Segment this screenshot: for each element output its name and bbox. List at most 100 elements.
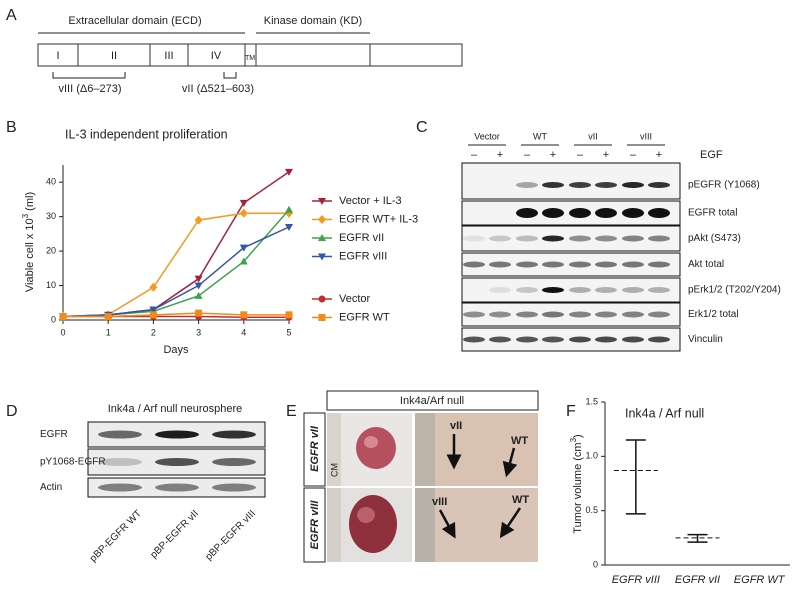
band (516, 182, 538, 188)
deletion-bracket (52, 72, 126, 79)
band (595, 182, 617, 188)
band (569, 208, 591, 218)
receptor-box (37, 43, 463, 67)
band (212, 430, 256, 439)
band (595, 311, 617, 318)
panel-label: E (286, 403, 297, 420)
mouse-photo (415, 413, 538, 486)
sample-label: pBP-EGFR vII (148, 508, 201, 561)
y-tick-label: 0 (593, 559, 598, 569)
photo-annotation: vIII (432, 496, 447, 508)
band (542, 182, 564, 188)
band (516, 208, 538, 218)
ruler-unit: CM (329, 463, 339, 477)
x-tick-label: EGFR vIII (612, 574, 660, 586)
band (155, 458, 199, 466)
ruler (327, 413, 341, 486)
blot-strip (461, 162, 681, 200)
domain-label: II (111, 50, 117, 62)
treatment-label: + (550, 149, 556, 161)
band (489, 336, 511, 343)
band (542, 311, 564, 318)
band (542, 261, 564, 268)
marker (104, 313, 112, 321)
marker (318, 295, 326, 303)
treatment-label: – (577, 149, 584, 161)
marker (318, 198, 326, 205)
domain-dividers (77, 44, 371, 66)
tm-label: TM (245, 55, 255, 62)
y-tick-label: 40 (46, 177, 56, 187)
ruler (327, 488, 341, 562)
row-label: pErk1/2 (T202/Y204) (688, 285, 781, 296)
band (155, 483, 199, 492)
panel-label: C (416, 119, 428, 136)
legend-label: EGFR WT+ IL-3 (339, 213, 418, 225)
tumor (349, 495, 397, 553)
row-label: Erk1/2 total (688, 309, 739, 320)
chart-title: IL-3 independent proliferation (65, 127, 228, 141)
band (463, 235, 485, 242)
arrow (438, 509, 456, 539)
band (648, 287, 670, 293)
sample-label: pBP-EGFR vIII (203, 508, 258, 563)
band (648, 235, 670, 242)
marker (239, 208, 248, 218)
marker (59, 313, 67, 321)
treatment-label: + (497, 149, 503, 161)
marker (195, 309, 203, 317)
photo-annotation: WT (511, 435, 528, 447)
x-tick-label: 2 (151, 327, 156, 337)
marker (285, 168, 293, 176)
band (622, 336, 644, 343)
panel-label: F (566, 403, 576, 420)
band (516, 336, 538, 343)
xenograft-title: Ink4a/Arf null (400, 395, 464, 407)
condition-label: Vector (474, 131, 500, 141)
band (489, 235, 511, 242)
band (595, 235, 617, 242)
marker (149, 282, 158, 292)
x-tick-label: 1 (106, 327, 111, 337)
band (542, 235, 564, 242)
row-label: EGFR total (688, 208, 737, 219)
marker (318, 234, 326, 241)
band (648, 208, 670, 218)
band (542, 336, 564, 343)
panel-label: B (6, 119, 17, 136)
y-axis-label: Tumor volume (cm3) (569, 434, 584, 533)
domain-label: I (56, 50, 59, 62)
stimulus-label: EGF (700, 149, 723, 161)
domain-label: III (164, 50, 173, 62)
sample-label: pBP-EGFR WT (88, 508, 144, 564)
treatment-label: – (471, 149, 478, 161)
row-label: EGFR vII (309, 425, 321, 472)
band (98, 483, 142, 492)
series-line (63, 312, 289, 318)
x-tick-label: 0 (60, 327, 65, 337)
mouse-photo (415, 488, 538, 562)
band (622, 287, 644, 293)
treatment-label: – (630, 149, 637, 161)
photo-annotation: vII (450, 420, 462, 432)
domain-label: IV (211, 50, 222, 62)
marker (239, 244, 248, 252)
x-axis-label: Days (163, 344, 189, 356)
band (622, 261, 644, 268)
marker (318, 253, 326, 261)
y-tick-label: 0.5 (585, 505, 598, 515)
band (569, 261, 591, 268)
arrow (499, 507, 522, 539)
band (489, 311, 511, 318)
chart-title: Ink4a / Arf null (625, 406, 704, 420)
legend-label: Vector + IL-3 (339, 195, 402, 207)
marker (194, 275, 203, 283)
marker (194, 291, 203, 299)
tumor (356, 427, 396, 469)
series-line (62, 171, 290, 318)
ruler (415, 413, 435, 486)
x-tick-label: EGFR vII (675, 574, 720, 586)
band (569, 235, 591, 242)
photo-annotation: WT (512, 494, 529, 506)
